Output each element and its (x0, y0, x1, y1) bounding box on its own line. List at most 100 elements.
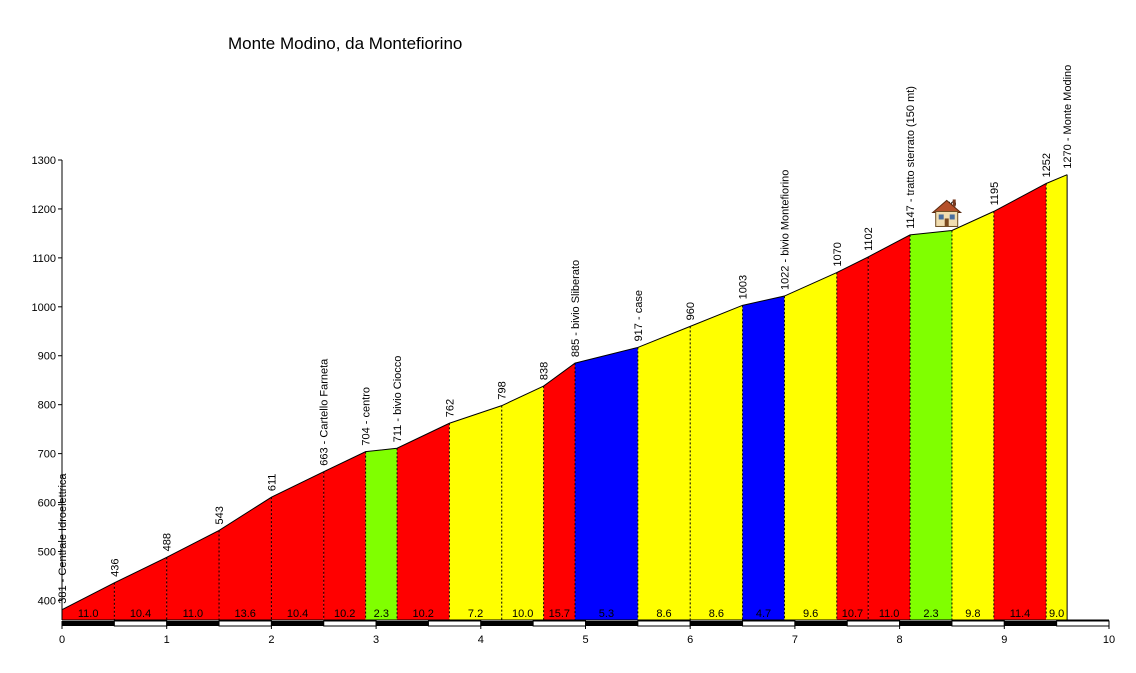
profile-segment (449, 405, 502, 620)
km-scale-white (1056, 620, 1110, 627)
km-scale-white (637, 620, 691, 627)
point-elevation-label: 960 (685, 302, 697, 320)
x-tick-label: 4 (478, 634, 484, 646)
point-elevation-label: 488 (162, 533, 174, 551)
point-elevation-label: 1195 (989, 182, 1001, 206)
profile-segment (501, 386, 544, 620)
x-tick-label: 5 (582, 634, 588, 646)
point-elevation-label: 1003 (738, 275, 750, 299)
profile-segment (836, 256, 869, 620)
segment-gradient-label: 10.2 (413, 608, 434, 620)
x-tick-label: 7 (792, 634, 798, 646)
km-scale-white (532, 620, 587, 627)
point-elevation-label: 436 (109, 558, 121, 576)
segment-gradient-label: 5.3 (599, 608, 614, 620)
profile-segment (543, 363, 576, 620)
segment-gradient-label: 9.8 (965, 608, 980, 620)
y-tick-label: 1100 (32, 253, 56, 265)
profile-segment (575, 347, 638, 620)
profile-segment (114, 557, 167, 620)
point-elevation-label: 917 - case (633, 290, 645, 341)
x-tick-label: 2 (268, 634, 274, 646)
profile-segment (62, 582, 115, 620)
profile-segment (993, 183, 1047, 620)
y-tick-label: 500 (38, 546, 56, 558)
y-tick-label: 600 (38, 498, 56, 510)
profile-segment (951, 211, 994, 620)
segment-gradient-label: 10.2 (334, 608, 355, 620)
segment-gradient-label: 8.6 (656, 608, 671, 620)
segment-gradient-label: 10.4 (287, 608, 308, 620)
profile-segment (742, 296, 785, 620)
km-scale-white (113, 620, 168, 627)
km-scale-black (794, 621, 848, 626)
y-tick-label: 900 (38, 351, 56, 363)
profile-line (61, 174, 1068, 611)
point-elevation-label: 1022 - bivio Montefiorino (779, 170, 791, 290)
profile-segment (637, 326, 691, 620)
x-tick-label: 10 (1103, 634, 1115, 646)
segment-gradient-label: 4.7 (756, 608, 771, 620)
km-scale-white (951, 620, 1005, 627)
x-tick-label: 0 (59, 634, 65, 646)
point-elevation-label: 711 - bivio Ciocco (392, 356, 404, 443)
segment-gradient-label: 8.6 (709, 608, 724, 620)
segment-gradient-label: 7.2 (468, 608, 483, 620)
segment-gradient-label: 9.6 (803, 608, 818, 620)
segment-gradient-label: 11.0 (78, 608, 99, 620)
chart-title: Monte Modino, da Montefiorino (228, 34, 463, 53)
segment-gradient-label: 2.3 (374, 608, 389, 620)
segment-gradient-label: 11.4 (1010, 608, 1031, 620)
y-tick-label: 1000 (32, 302, 56, 314)
profile-segment (166, 530, 220, 620)
point-elevation-label: 885 - bivio Sliberato (570, 260, 582, 357)
profile-segment (323, 451, 366, 620)
profile-segment (271, 471, 324, 620)
segment-gradient-label: 11.0 (183, 608, 204, 620)
segment-gradient-label: 9.0 (1049, 608, 1064, 620)
point-elevation-label: 1270 - Monte Modino (1062, 65, 1074, 169)
km-scale-black (271, 621, 324, 626)
point-elevation-label: 1252 (1041, 153, 1053, 177)
y-tick-label: 400 (38, 595, 56, 607)
point-elevation-label: 663 - Cartello Farneta (319, 358, 331, 466)
x-tick-label: 1 (164, 634, 170, 646)
point-elevation-label: 1102 (863, 227, 875, 251)
segment-gradient-label: 10.0 (512, 608, 533, 620)
profile-segment (784, 272, 837, 620)
profile-segment (219, 497, 272, 620)
segment-gradient-label: 10.4 (130, 608, 151, 620)
km-scale-white (323, 620, 377, 627)
km-scale-white (218, 620, 272, 627)
km-scale-black (480, 621, 534, 626)
km-scale-black (899, 621, 952, 626)
point-elevation-label: 798 (497, 381, 509, 399)
point-elevation-label: 611 (266, 474, 278, 492)
profile-segment (910, 230, 952, 620)
x-tick-label: 6 (687, 634, 693, 646)
km-scale-black (62, 621, 115, 626)
km-scale-white (846, 620, 901, 627)
segment-gradient-label: 13.6 (235, 608, 256, 620)
km-scale-white (742, 620, 796, 627)
km-scale-black (376, 621, 429, 626)
km-scale-white (427, 620, 482, 627)
km-scale-black (585, 621, 638, 626)
y-tick-label: 1200 (32, 204, 56, 216)
km-scale-black (166, 621, 220, 626)
km-scale-black (1004, 621, 1057, 626)
x-tick-label: 8 (897, 634, 903, 646)
x-tick-label: 9 (1001, 634, 1007, 646)
point-elevation-label: 1147 - tratto sterrato (150 mt) (905, 86, 917, 229)
x-tick-label: 3 (373, 634, 379, 646)
segment-gradient-label: 10.7 (842, 608, 863, 620)
point-elevation-label: 543 (214, 506, 226, 524)
house-icon (931, 199, 963, 227)
segment-gradient-label: 15.7 (549, 608, 570, 620)
point-elevation-label: 704 - centro (361, 387, 373, 446)
segment-gradient-label: 11.0 (879, 608, 900, 620)
profile-segment (690, 305, 743, 620)
point-elevation-label: 762 (444, 399, 456, 417)
profile-segment (868, 234, 911, 620)
